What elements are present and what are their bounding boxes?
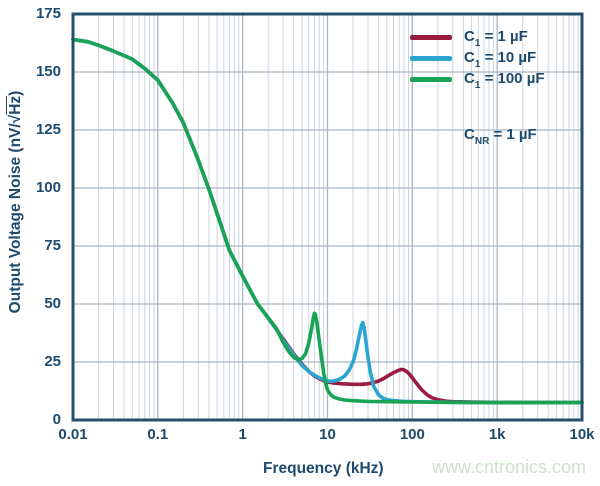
legend-line-swatch-cyan: [410, 56, 452, 61]
cnr-annotation: CNR = 1 µF: [464, 126, 537, 147]
x-tick-label: 0.01: [58, 426, 88, 443]
legend-label-c1-1uf: C1 = 1 µF: [464, 27, 528, 49]
y-tick-label: 175: [35, 5, 61, 22]
y-tick-label: 125: [35, 121, 61, 138]
x-tick-label: 0.1: [147, 426, 169, 443]
legend-item-c1-10uf: C1 = 10 µF: [410, 48, 545, 70]
legend: C1 = 1 µF C1 = 10 µF C1 = 100 µF: [410, 27, 545, 91]
watermark-text: www.cntronics.com: [431, 457, 586, 477]
x-tick-label: 10: [319, 426, 336, 443]
y-tick-label: 100: [35, 179, 61, 196]
y-tick-label: 75: [44, 237, 61, 254]
curve-c1-100uf: [71, 37, 584, 405]
y-axis-tick-labels: 0 25 50 75 100 125 150 175: [0, 0, 64, 486]
y-tick-label: 25: [44, 353, 61, 370]
y-tick-label: 50: [44, 295, 61, 312]
y-tick-label: 150: [35, 63, 61, 80]
legend-line-swatch-red: [410, 35, 452, 40]
x-tick-label: 1: [238, 426, 247, 443]
x-axis-tick-labels: 0.01 0.1 1 10 100 1k 10k: [0, 426, 600, 446]
x-tick-label: 10k: [569, 426, 595, 443]
plot-frame: [71, 12, 584, 422]
x-axis-title: Frequency (kHz): [263, 460, 384, 477]
x-tick-label: 100: [399, 426, 425, 443]
legend-item-c1-1uf: C1 = 1 µF: [410, 27, 545, 49]
legend-label-c1-100uf: C1 = 100 µF: [464, 69, 545, 91]
y-tick-label: 0: [52, 411, 61, 428]
y-axis-title: Output Voltage Noise (nV/√Hz): [7, 90, 24, 314]
x-tick-label: 1k: [488, 426, 506, 443]
legend-line-swatch-green: [410, 77, 452, 82]
legend-label-c1-10uf: C1 = 10 µF: [464, 48, 537, 70]
legend-item-c1-100uf: C1 = 100 µF: [410, 69, 545, 91]
